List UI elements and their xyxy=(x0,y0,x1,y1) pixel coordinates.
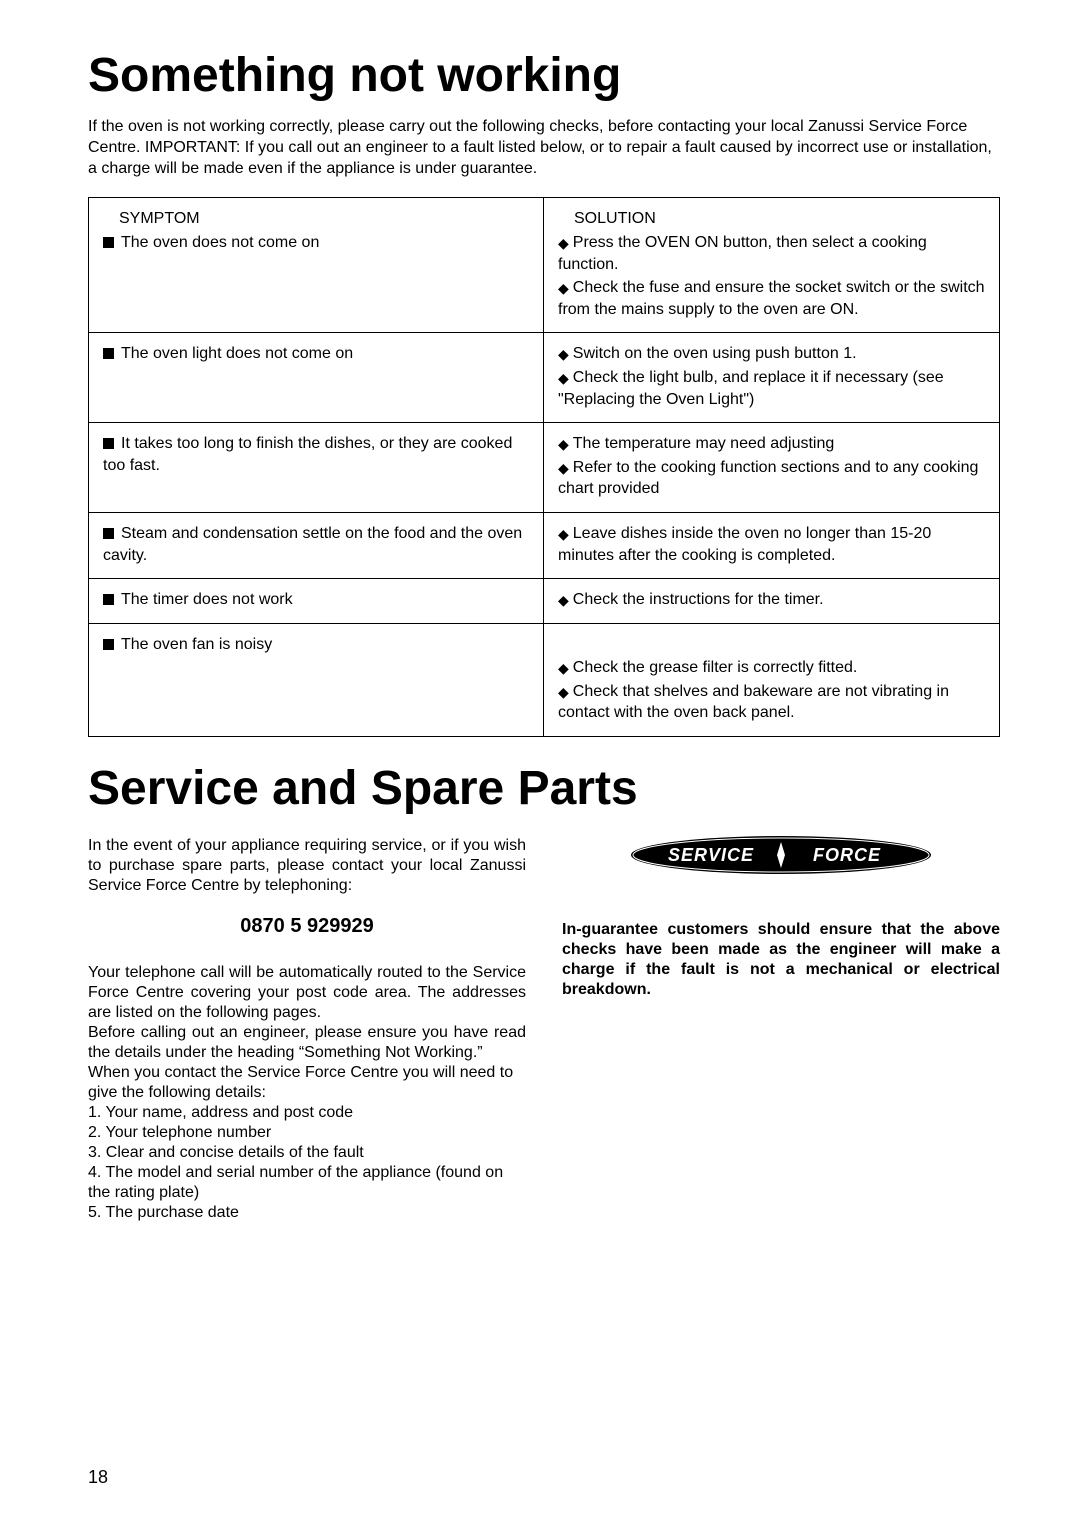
svg-text:FORCE: FORCE xyxy=(813,845,881,865)
solution-text: Refer to the cooking function sections a… xyxy=(558,459,978,498)
bullet-icon xyxy=(103,348,114,359)
bullet-icon xyxy=(103,237,114,248)
diamond-icon: ◆ xyxy=(558,659,569,678)
service-right-column: SERVICE FORCE In-guarantee customers sho… xyxy=(562,836,1000,1223)
section-1-intro: If the oven is not working correctly, pl… xyxy=(88,117,1000,179)
service-para-3: When you contact the Service Force Centr… xyxy=(88,1063,526,1103)
solution-text: Check the light bulb, and replace it if … xyxy=(558,369,944,408)
diamond-icon: ◆ xyxy=(558,525,569,544)
list-item: 3. Clear and concise details of the faul… xyxy=(88,1143,526,1163)
solution-text: Check the fuse and ensure the socket swi… xyxy=(558,279,985,318)
service-details-list: 1. Your name, address and post code 2. Y… xyxy=(88,1103,526,1223)
guarantee-notice: In-guarantee customers should ensure tha… xyxy=(562,920,1000,1000)
diamond-icon: ◆ xyxy=(558,279,569,298)
diamond-icon: ◆ xyxy=(558,435,569,454)
diamond-icon: ◆ xyxy=(558,683,569,702)
section-1-title: Something not working xyxy=(88,48,1000,103)
solution-text: Check the grease filter is correctly fit… xyxy=(573,659,858,676)
service-para-2: Before calling out an engineer, please e… xyxy=(88,1023,526,1063)
diamond-icon: ◆ xyxy=(558,591,569,610)
solution-text: Check that shelves and bakeware are not … xyxy=(558,683,949,722)
symptom-text: The oven fan is noisy xyxy=(121,636,272,653)
diamond-icon: ◆ xyxy=(558,234,569,253)
solution-text: Leave dishes inside the oven no longer t… xyxy=(558,525,931,564)
symptom-text: The oven light does not come on xyxy=(121,345,353,362)
troubleshooting-table: SYMPTOM The oven does not come on SOLUTI… xyxy=(88,197,1000,737)
service-intro: In the event of your appliance requiring… xyxy=(88,836,526,896)
svg-text:SERVICE: SERVICE xyxy=(668,845,754,865)
solution-text: Check the instructions for the timer. xyxy=(573,591,824,608)
service-para-1: Your telephone call will be automaticall… xyxy=(88,963,526,1023)
page-number: 18 xyxy=(88,1467,108,1488)
diamond-icon: ◆ xyxy=(558,345,569,364)
section-2-title: Service and Spare Parts xyxy=(88,761,1000,816)
solution-text: The temperature may need adjusting xyxy=(573,435,834,452)
bullet-icon xyxy=(103,528,114,539)
solution-text: Switch on the oven using push button 1. xyxy=(573,345,857,362)
service-force-logo: SERVICE FORCE xyxy=(631,836,931,874)
diamond-icon: ◆ xyxy=(558,459,569,478)
bullet-icon xyxy=(103,594,114,605)
table-header-solution: SOLUTION xyxy=(558,208,985,230)
solution-text: Press the OVEN ON button, then select a … xyxy=(558,234,927,273)
list-item: 5. The purchase date xyxy=(88,1203,526,1223)
symptom-text: The oven does not come on xyxy=(121,234,319,251)
list-item: 2. Your telephone number xyxy=(88,1123,526,1143)
table-header-symptom: SYMPTOM xyxy=(103,208,529,230)
bullet-icon xyxy=(103,639,114,650)
service-left-column: In the event of your appliance requiring… xyxy=(88,836,526,1223)
symptom-text: Steam and condensation settle on the foo… xyxy=(103,525,522,564)
list-item: 1. Your name, address and post code xyxy=(88,1103,526,1123)
service-phone-number: 0870 5 929929 xyxy=(88,914,526,939)
diamond-icon: ◆ xyxy=(558,369,569,388)
symptom-text: The timer does not work xyxy=(121,591,293,608)
symptom-text: It takes too long to finish the dishes, … xyxy=(103,435,512,474)
bullet-icon xyxy=(103,438,114,449)
list-item: 4. The model and serial number of the ap… xyxy=(88,1163,526,1203)
